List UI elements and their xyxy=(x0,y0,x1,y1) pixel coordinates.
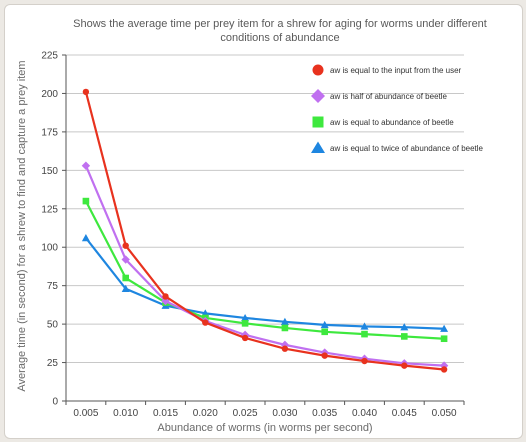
series-4 xyxy=(81,233,449,332)
data-point xyxy=(82,88,90,96)
data-point xyxy=(241,334,249,342)
x-tick-label: 0.015 xyxy=(153,408,178,419)
data-point xyxy=(121,284,130,292)
x-tick-label: 0.005 xyxy=(73,408,98,419)
y-tick-labels: 0 25 50 75 100 125 150 175 200 225 xyxy=(41,51,58,408)
y-tick-label: 225 xyxy=(41,51,58,62)
data-point xyxy=(280,317,289,326)
y-tick-label: 150 xyxy=(41,166,58,177)
series-line xyxy=(85,237,445,330)
chart-title: Shows the average time per prey item for… xyxy=(73,18,487,44)
data-point xyxy=(162,293,169,300)
y-tick-label: 100 xyxy=(41,243,58,254)
axes xyxy=(62,54,465,405)
data-point xyxy=(321,328,328,336)
x-tick-labels: 0.005 0.010 0.015 0.020 0.025 0.030 0.035 0.040… xyxy=(73,408,457,419)
data-point xyxy=(320,320,329,329)
data-point xyxy=(440,366,448,373)
data-point xyxy=(400,323,409,331)
x-tick-label: 0.035 xyxy=(312,408,337,419)
data-point xyxy=(81,161,91,170)
data-point xyxy=(122,274,129,282)
x-tick-label: 0.050 xyxy=(432,408,457,419)
data-point xyxy=(360,322,369,330)
data-point xyxy=(241,313,250,322)
x-tick-label: 0.030 xyxy=(272,408,297,419)
x-tick-label: 0.025 xyxy=(233,408,258,419)
y-tick-label: 75 xyxy=(47,281,59,292)
legend-marker xyxy=(312,116,324,128)
data-point xyxy=(281,324,289,332)
data-point xyxy=(241,320,249,327)
data-point xyxy=(202,319,209,326)
legend-item: aw is equal to the input from the user xyxy=(312,64,462,76)
data-point xyxy=(321,352,328,359)
x-axis-label: Abundance of worms (in worms per second) xyxy=(157,422,372,434)
legend-item: aw is half of abundance of beetle xyxy=(311,89,448,103)
series-group xyxy=(81,88,449,373)
y-tick-label: 0 xyxy=(52,397,58,408)
y-tick-label: 175 xyxy=(41,127,58,138)
series-line xyxy=(84,165,445,367)
legend-marker xyxy=(311,141,325,153)
y-axis-label: Average time (in second) for a shrew to … xyxy=(16,60,28,391)
legend-item: aw is equal to twice of abundance of bee… xyxy=(311,141,484,153)
data-point xyxy=(82,197,90,205)
legend-label: aw is half of abundance of beetle xyxy=(330,92,448,101)
data-point xyxy=(361,330,368,338)
x-tick-label: 0.045 xyxy=(392,408,417,419)
data-point xyxy=(361,357,368,365)
y-tick-label: 50 xyxy=(47,320,59,331)
series-2 xyxy=(81,161,449,370)
legend-marker xyxy=(312,64,324,76)
legend-label: aw is equal to twice of abundance of bee… xyxy=(330,144,484,153)
data-point xyxy=(401,333,408,340)
y-tick-label: 25 xyxy=(47,358,59,369)
x-tick-label: 0.020 xyxy=(193,408,218,419)
data-point xyxy=(122,242,129,249)
chart-panel xyxy=(4,4,523,439)
legend-item: aw is equal to abundance of beetle xyxy=(312,116,454,128)
legend-marker xyxy=(311,89,325,103)
series-1 xyxy=(82,88,448,373)
legend-label: aw is equal to the input from the user xyxy=(330,66,462,75)
data-point xyxy=(121,255,130,264)
data-point xyxy=(440,335,448,343)
y-tick-label: 200 xyxy=(41,89,58,100)
gridlines xyxy=(66,54,464,364)
y-tick-label: 125 xyxy=(41,204,58,215)
data-point xyxy=(401,362,408,369)
data-point xyxy=(81,233,90,242)
legend-label: aw is equal to abundance of beetle xyxy=(330,118,454,127)
data-point xyxy=(440,324,449,332)
x-tick-label: 0.010 xyxy=(113,408,138,419)
series-line xyxy=(84,91,445,371)
x-tick-label: 0.040 xyxy=(352,408,377,419)
legend: aw is equal to the input from the user aw… xyxy=(311,64,484,153)
data-point xyxy=(281,345,289,352)
series-line xyxy=(84,200,445,340)
